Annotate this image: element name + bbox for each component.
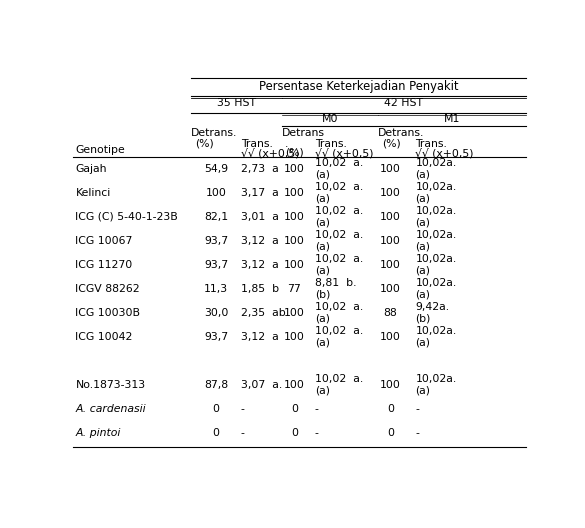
Text: 0: 0 <box>291 428 298 438</box>
Text: √√ (x+0,5): √√ (x+0,5) <box>315 148 373 158</box>
Text: 10,02a.
(a): 10,02a. (a) <box>415 230 457 252</box>
Text: 100: 100 <box>284 332 305 342</box>
Text: 100: 100 <box>284 308 305 318</box>
Text: √√ (x+0,5): √√ (x+0,5) <box>415 148 474 158</box>
Text: 100: 100 <box>205 188 226 198</box>
Text: 10,02a.
(a): 10,02a. (a) <box>415 158 457 180</box>
Text: 100: 100 <box>380 332 401 342</box>
Text: (%): (%) <box>285 148 304 158</box>
Text: 10,02  a.
(a): 10,02 a. (a) <box>315 206 363 228</box>
Text: -: - <box>315 404 319 414</box>
Text: 1,85  b: 1,85 b <box>241 284 279 294</box>
Text: Trans.: Trans. <box>315 139 347 149</box>
Text: 2,73  a: 2,73 a <box>241 164 278 174</box>
Text: 10,02a.
(a): 10,02a. (a) <box>415 182 457 204</box>
Text: 100: 100 <box>380 188 401 198</box>
Text: 35 HST: 35 HST <box>217 98 256 108</box>
Text: M1: M1 <box>443 114 460 124</box>
Text: 0: 0 <box>291 404 298 414</box>
Text: 77: 77 <box>287 284 301 294</box>
Text: 3,01  a: 3,01 a <box>241 212 278 222</box>
Text: Kelinci: Kelinci <box>75 188 111 198</box>
Text: 88: 88 <box>384 308 397 318</box>
Text: ICG (C) 5-40-1-23B: ICG (C) 5-40-1-23B <box>75 212 178 222</box>
Text: (%): (%) <box>383 139 401 149</box>
Text: 100: 100 <box>380 236 401 246</box>
Text: Detrans.: Detrans. <box>378 128 424 138</box>
Text: 82,1: 82,1 <box>204 212 228 222</box>
Text: 93,7: 93,7 <box>204 236 228 246</box>
Text: 10,02  a.
(a): 10,02 a. (a) <box>315 158 363 180</box>
Text: 100: 100 <box>380 164 401 174</box>
Text: Persentase Keterkejadian Penyakit: Persentase Keterkejadian Penyakit <box>259 80 458 93</box>
Text: ICG 11270: ICG 11270 <box>75 260 133 270</box>
Text: 0: 0 <box>212 404 219 414</box>
Text: ICG 10067: ICG 10067 <box>75 236 133 246</box>
Text: 10,02a.
(a): 10,02a. (a) <box>415 206 457 228</box>
Text: 10,02  a.
(a): 10,02 a. (a) <box>315 302 363 324</box>
Text: 10,02a.
(a): 10,02a. (a) <box>415 254 457 276</box>
Text: 30,0: 30,0 <box>204 308 228 318</box>
Text: 100: 100 <box>284 236 305 246</box>
Text: No.1873-313: No.1873-313 <box>75 380 146 390</box>
Text: 3,07  a.: 3,07 a. <box>241 380 282 390</box>
Text: 10,02a.
(a): 10,02a. (a) <box>415 374 457 396</box>
Text: 10,02  a.
(a): 10,02 a. (a) <box>315 182 363 204</box>
Text: -: - <box>415 428 419 438</box>
Text: Trans.: Trans. <box>241 139 273 149</box>
Text: -: - <box>241 428 245 438</box>
Text: -: - <box>415 404 419 414</box>
Text: 3,12  a: 3,12 a <box>241 236 278 246</box>
Text: -: - <box>241 404 245 414</box>
Text: 10,02  a.
(a): 10,02 a. (a) <box>315 230 363 252</box>
Text: 100: 100 <box>380 212 401 222</box>
Text: M0: M0 <box>322 114 338 124</box>
Text: √√ (x+0,5): √√ (x+0,5) <box>241 148 300 158</box>
Text: 87,8: 87,8 <box>204 380 228 390</box>
Text: 11,3: 11,3 <box>204 284 228 294</box>
Text: 42 HST: 42 HST <box>384 98 423 108</box>
Text: 0: 0 <box>212 428 219 438</box>
Text: 10,02a.
(a): 10,02a. (a) <box>415 326 457 348</box>
Text: A. cardenasii: A. cardenasii <box>75 404 146 414</box>
Text: 10,02a.
(a): 10,02a. (a) <box>415 278 457 300</box>
Text: 100: 100 <box>380 380 401 390</box>
Text: 100: 100 <box>284 260 305 270</box>
Text: 10,02  a.
(a): 10,02 a. (a) <box>315 374 363 396</box>
Text: 54,9: 54,9 <box>204 164 228 174</box>
Text: Detrans.: Detrans. <box>191 128 238 138</box>
Text: Detrans: Detrans <box>282 128 325 138</box>
Text: 2,35  ab: 2,35 ab <box>241 308 285 318</box>
Text: Genotipe: Genotipe <box>75 145 125 155</box>
Text: ICG 10030B: ICG 10030B <box>75 308 140 318</box>
Text: (%): (%) <box>195 139 214 149</box>
Text: 93,7: 93,7 <box>204 332 228 342</box>
Text: ICGV 88262: ICGV 88262 <box>75 284 140 294</box>
Text: 100: 100 <box>380 284 401 294</box>
Text: 10,02  a.
(a): 10,02 a. (a) <box>315 326 363 348</box>
Text: Trans.: Trans. <box>415 139 448 149</box>
Text: A. pintoi: A. pintoi <box>75 428 121 438</box>
Text: -: - <box>315 428 319 438</box>
Text: 100: 100 <box>380 260 401 270</box>
Text: 100: 100 <box>284 212 305 222</box>
Text: 3,12  a: 3,12 a <box>241 260 278 270</box>
Text: 8,81  b.
(b): 8,81 b. (b) <box>315 278 356 300</box>
Text: 100: 100 <box>284 188 305 198</box>
Text: 0: 0 <box>387 404 394 414</box>
Text: 100: 100 <box>284 380 305 390</box>
Text: ICG 10042: ICG 10042 <box>75 332 133 342</box>
Text: 10,02  a.
(a): 10,02 a. (a) <box>315 254 363 276</box>
Text: 100: 100 <box>284 164 305 174</box>
Text: Gajah: Gajah <box>75 164 107 174</box>
Text: 9,42a.
(b): 9,42a. (b) <box>415 302 449 324</box>
Text: .: . <box>285 139 288 149</box>
Text: 93,7: 93,7 <box>204 260 228 270</box>
Text: 3,17  a: 3,17 a <box>241 188 278 198</box>
Text: 3,12  a: 3,12 a <box>241 332 278 342</box>
Text: 0: 0 <box>387 428 394 438</box>
